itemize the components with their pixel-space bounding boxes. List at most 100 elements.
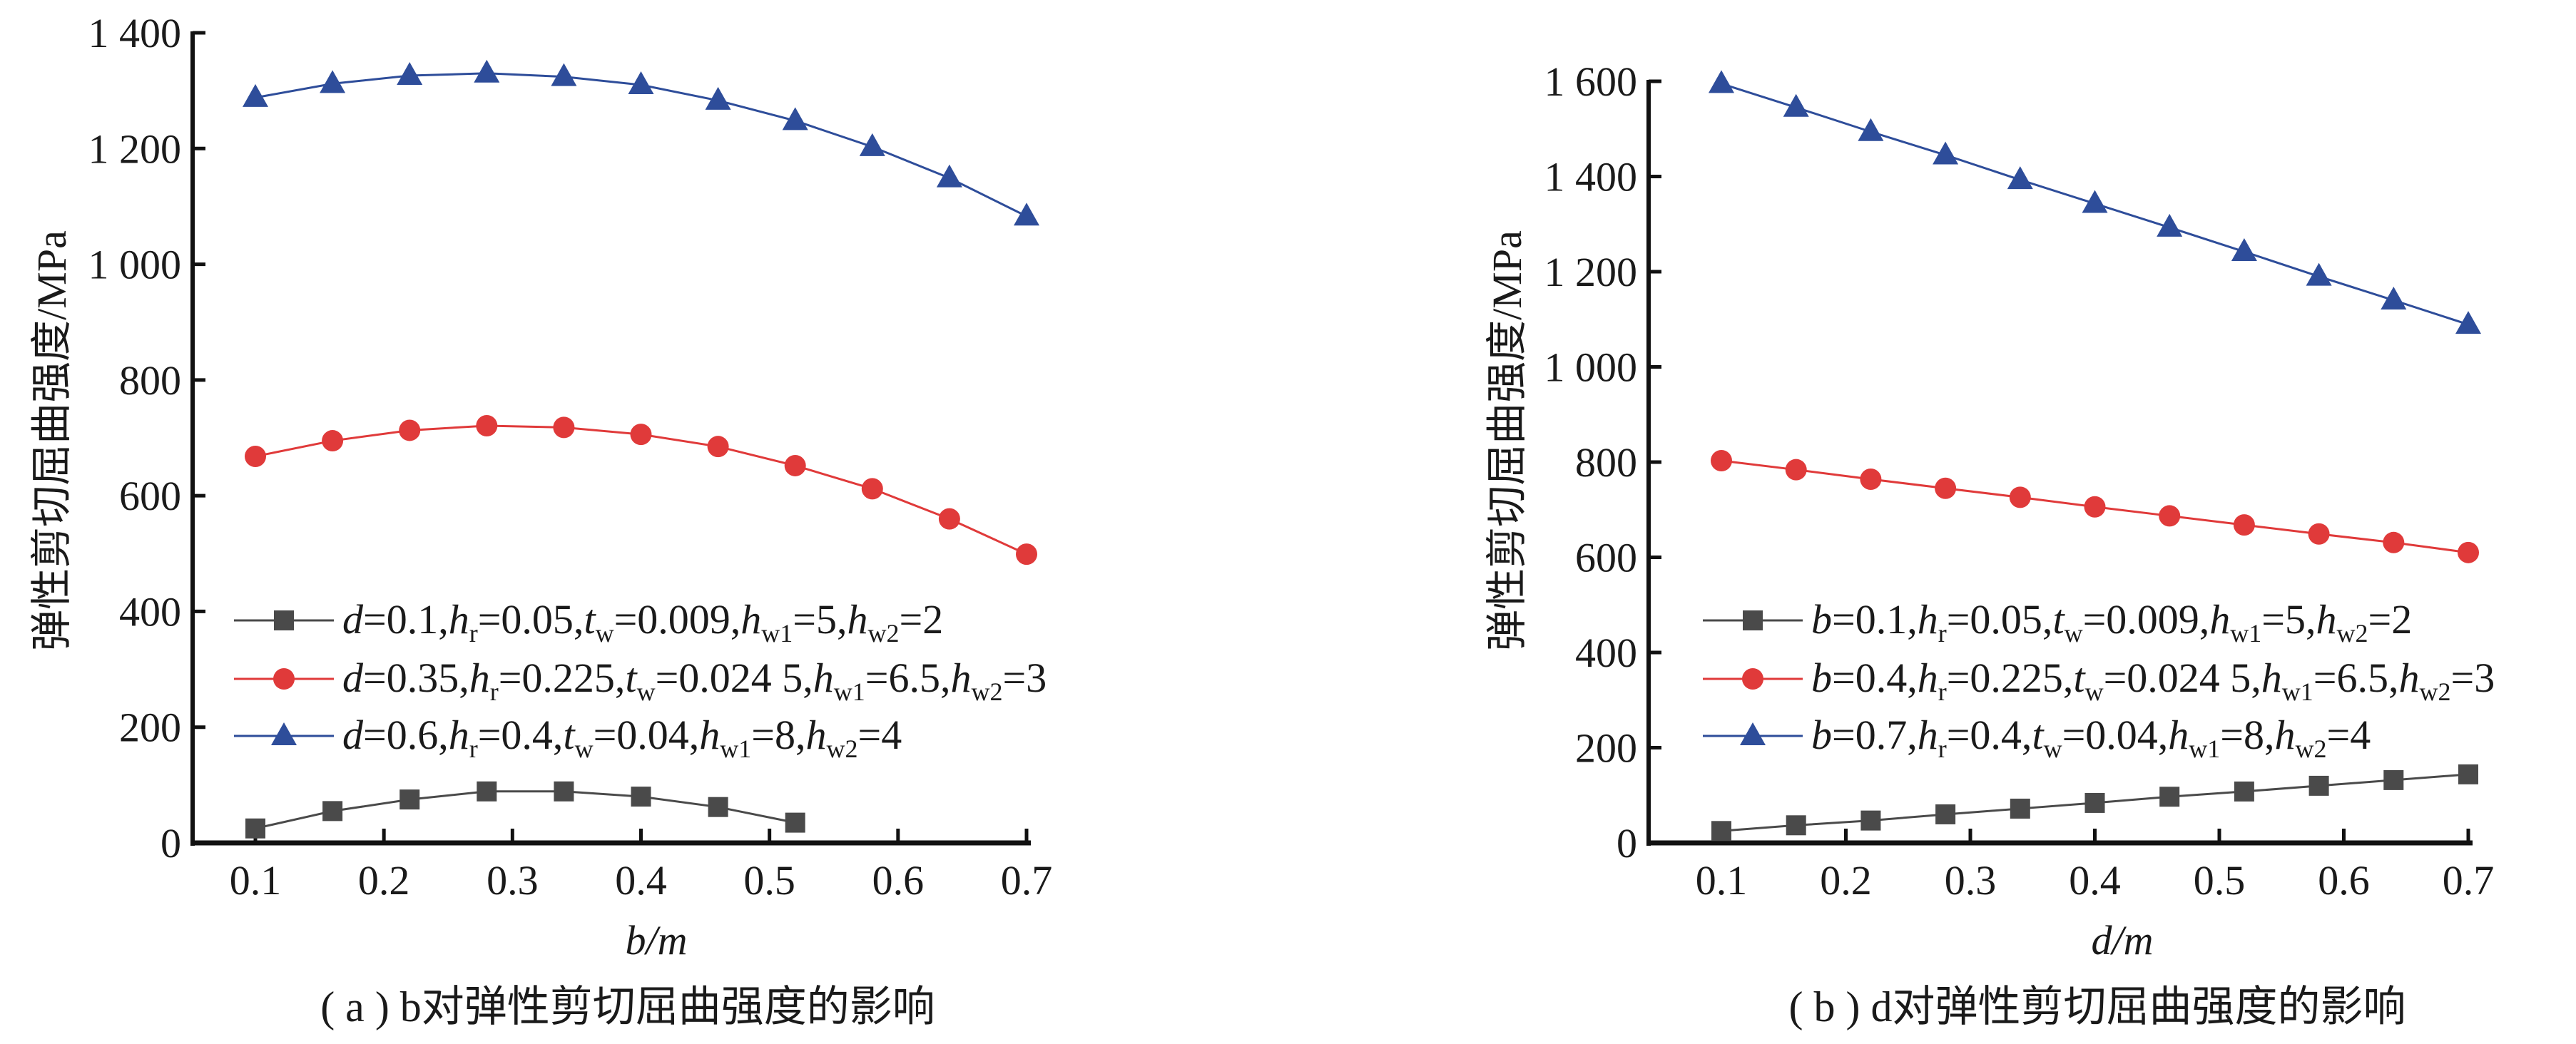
y-tick-label: 1 200 <box>1544 249 1638 295</box>
data-point <box>2157 213 2183 237</box>
data-point <box>784 454 806 476</box>
chart-panel-a: 弹性剪切屈曲强度/MPa b/m ( a ) b对弹性剪切屈曲强度的影响 0 20… <box>29 10 1052 1030</box>
series-line <box>255 72 1027 218</box>
data-point <box>1709 70 1734 93</box>
legend-label: b=0.4,hr=0.225,tw=0.024 5,hw1=6.5,hw2=3 <box>1811 655 2495 706</box>
data-point <box>2308 523 2330 545</box>
data-point <box>2383 769 2404 790</box>
data-point <box>705 86 731 110</box>
data-point <box>1711 449 1732 471</box>
data-point <box>322 801 343 822</box>
y-tick-label: 400 <box>1575 630 1637 676</box>
y-tick-label: 600 <box>1575 535 1637 581</box>
data-point <box>1014 203 1039 226</box>
data-point <box>2458 541 2479 563</box>
legend-marker-square-icon <box>274 610 294 630</box>
data-point <box>2234 781 2254 802</box>
x-tick-label: 0.3 <box>1945 857 1997 904</box>
y-tick-label: 200 <box>1575 725 1637 772</box>
data-point <box>2082 190 2108 213</box>
y-tick-label: 800 <box>1575 439 1637 486</box>
data-point <box>1933 141 1959 165</box>
data-point <box>861 478 883 500</box>
data-point <box>2084 496 2106 518</box>
x-tick-label: 0.4 <box>2069 857 2121 904</box>
series-line <box>255 790 795 830</box>
legend-label: b=0.7,hr=0.4,tw=0.04,hw1=8,hw2=4 <box>1811 712 2371 763</box>
data-point <box>554 781 574 802</box>
x-tick-label: 0.4 <box>615 857 667 904</box>
legend-item: d=0.6,hr=0.4,tw=0.04,hw1=8,hw2=4 <box>234 712 902 763</box>
x-tick-label: 0.5 <box>743 857 795 904</box>
y-tick-label: 1 000 <box>88 242 182 288</box>
series-gray <box>245 781 805 839</box>
data-point <box>708 797 728 817</box>
data-point <box>2159 787 2180 807</box>
data-point <box>1786 815 1806 836</box>
y-axis-label: 弹性剪切屈曲强度/MPa <box>1484 230 1530 651</box>
legend-label: b=0.1,hr=0.05,tw=0.009,hw1=5,hw2=2 <box>1811 596 2412 648</box>
series-gray <box>1711 764 2478 841</box>
data-point <box>2458 764 2478 784</box>
data-point <box>707 436 729 458</box>
data-point <box>1860 810 1881 831</box>
data-point <box>2084 792 2105 813</box>
y-tick-label: 200 <box>119 705 181 751</box>
data-point <box>2233 514 2255 536</box>
x-tick-label: 0.6 <box>872 857 925 904</box>
y-tick-label: 400 <box>119 588 181 635</box>
x-axis-label: b/m <box>626 917 688 963</box>
data-point <box>320 70 346 93</box>
legend-item: b=0.1,hr=0.05,tw=0.009,hw1=5,hw2=2 <box>1703 596 2412 648</box>
data-point <box>2231 237 2257 261</box>
x-tick-label: 0.7 <box>2443 857 2495 904</box>
series-blue <box>1709 70 2481 334</box>
legend-item: b=0.4,hr=0.225,tw=0.024 5,hw1=6.5,hw2=3 <box>1703 655 2495 706</box>
data-point <box>1785 459 1807 481</box>
data-point <box>2306 262 2332 286</box>
data-point <box>859 133 885 156</box>
data-point <box>1935 804 1956 824</box>
data-point <box>474 59 500 83</box>
y-tick-label: 800 <box>119 357 181 404</box>
data-point <box>1858 118 1884 141</box>
caption: ( b ) d对弹性剪切屈曲强度的影响 <box>1789 983 2406 1030</box>
data-point <box>322 430 344 452</box>
data-point <box>553 416 575 439</box>
data-point <box>1860 469 1882 491</box>
data-point <box>397 62 423 86</box>
data-point <box>1016 543 1037 566</box>
data-point <box>2007 166 2033 190</box>
data-point <box>628 71 654 95</box>
y-tick-label: 1 000 <box>1544 344 1638 391</box>
chart-panel-b: 弹性剪切屈曲强度/MPa d/m ( b ) d对弹性剪切屈曲强度的影响 0 20… <box>1484 58 2495 1030</box>
data-point <box>936 164 962 188</box>
series-red <box>245 414 1037 566</box>
caption: ( a ) b对弹性剪切屈曲强度的影响 <box>320 983 935 1030</box>
y-tick-label: 1 600 <box>1544 58 1638 105</box>
data-point <box>551 63 577 86</box>
data-point <box>245 818 265 839</box>
data-point <box>1783 93 1809 117</box>
y-tick-label: 600 <box>119 473 181 519</box>
data-point <box>2455 311 2481 334</box>
legend-item: b=0.7,hr=0.4,tw=0.04,hw1=8,hw2=4 <box>1703 712 2371 763</box>
series-red <box>1711 449 2479 563</box>
legend-item: d=0.35,hr=0.225,tw=0.024 5,hw1=6.5,hw2=3 <box>234 655 1047 706</box>
x-tick-label: 0.2 <box>358 857 410 904</box>
x-tick-label: 0.6 <box>2318 857 2370 904</box>
data-point <box>477 781 497 802</box>
data-point <box>399 419 421 441</box>
data-point <box>2010 798 2030 819</box>
y-tick-label: 0 <box>1617 820 1637 866</box>
legend-marker-circle-icon <box>273 668 295 690</box>
y-tick-label: 0 <box>161 820 181 866</box>
legend-item: d=0.1,hr=0.05,tw=0.009,hw1=5,hw2=2 <box>234 596 943 648</box>
data-point <box>782 107 808 130</box>
data-point <box>399 789 420 810</box>
y-axis-label: 弹性剪切屈曲强度/MPa <box>29 230 75 651</box>
data-point <box>2308 775 2329 796</box>
x-tick-label: 0.5 <box>2194 857 2246 904</box>
data-point <box>631 787 651 807</box>
